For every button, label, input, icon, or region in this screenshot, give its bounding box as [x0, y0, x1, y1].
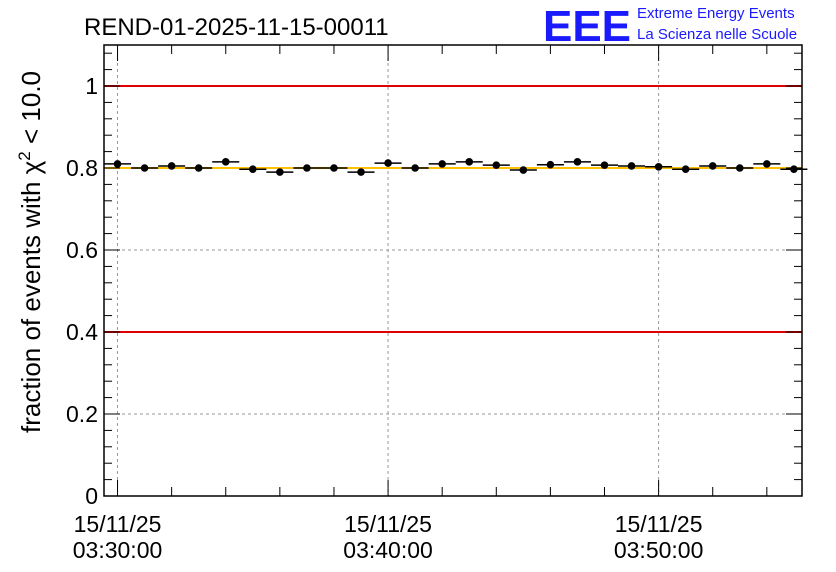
y-axis-label-tail: < 10.0: [16, 71, 46, 151]
data-point: [293, 164, 321, 172]
x-tick-label-time: 03:40:00: [343, 537, 433, 563]
y-tick-label: 0.8: [66, 155, 98, 181]
data-point: [618, 162, 646, 170]
data-point: [726, 164, 754, 172]
data-point-marker: [384, 159, 392, 167]
data-point-marker: [681, 165, 690, 174]
data-point-marker: [492, 161, 501, 169]
grid: [104, 45, 802, 496]
eee-logo: EEE Extreme Energy Events La Scienza nel…: [543, 2, 797, 51]
data-point-marker: [573, 158, 582, 166]
data-point: [590, 161, 619, 169]
data-point-marker: [357, 168, 365, 176]
data-point: [780, 165, 808, 174]
y-tick-label: 0.2: [66, 401, 98, 427]
data-point: [428, 160, 456, 168]
data-point: [320, 164, 348, 172]
data-point: [104, 160, 132, 168]
data-point-marker: [546, 160, 555, 169]
x-tick-label-date: 15/11/25: [344, 511, 432, 537]
y-axis-label: fraction of events with χ2 < 10.0: [15, 71, 46, 433]
x-tick-label-date: 15/11/25: [615, 511, 703, 537]
x-tick-label-time: 03:30:00: [73, 537, 163, 563]
data-point-marker: [330, 164, 338, 172]
x-tick-label-time: 03:50:00: [614, 537, 704, 563]
reference-lines: [104, 85, 802, 333]
data-point-marker: [763, 160, 771, 168]
data-point-marker: [167, 162, 176, 170]
data-point-marker: [519, 166, 528, 174]
data-point: [563, 158, 591, 166]
data-point-marker: [248, 165, 257, 174]
data-point: [482, 161, 510, 169]
y-tick-label: 0: [85, 483, 98, 509]
data-points: [104, 158, 808, 176]
data-point-marker: [411, 164, 419, 172]
data-point: [455, 158, 483, 166]
y-tick-label: 1: [85, 73, 98, 99]
data-point: [239, 165, 267, 174]
data-point-marker: [221, 158, 230, 166]
eee-logo-letters: EEE: [543, 2, 631, 51]
data-point: [347, 168, 375, 176]
y-axis-label-sup: 2: [15, 151, 34, 160]
data-point-marker: [303, 164, 311, 172]
y-axis-label-main: fraction of events with χ: [16, 160, 46, 433]
data-point-marker: [194, 164, 203, 172]
data-point-marker: [438, 160, 446, 168]
data-point: [374, 159, 402, 167]
data-point: [185, 164, 213, 172]
eee-logo-line1: Extreme Energy Events: [637, 5, 795, 22]
data-point: [753, 160, 781, 168]
data-point-marker: [276, 168, 284, 176]
data-point-marker: [140, 164, 149, 172]
eee-logo-line2: La Scienza nelle Scuole: [637, 26, 797, 43]
data-point-marker: [600, 161, 609, 169]
data-point: [401, 164, 429, 172]
data-point-marker: [790, 165, 798, 174]
data-point-marker: [465, 158, 474, 166]
data-point-marker: [708, 162, 717, 170]
data-point: [131, 164, 159, 172]
axes: 00.20.40.60.8115/11/2503:30:0015/11/2503…: [66, 44, 803, 563]
plot-frame: [103, 44, 803, 497]
data-point-marker: [627, 162, 636, 170]
data-point: [672, 165, 700, 174]
data-point-marker: [654, 162, 663, 171]
y-tick-label: 0.6: [66, 237, 98, 263]
x-tick-label-date: 15/11/25: [74, 511, 162, 537]
data-point-marker: [735, 164, 744, 172]
y-tick-label: 0.4: [66, 319, 98, 345]
run-title: REND-01-2025-11-15-00011: [84, 14, 389, 41]
data-point: [509, 166, 537, 174]
data-point-marker: [113, 160, 122, 168]
data-point: [645, 162, 673, 171]
data-point: [158, 162, 186, 170]
data-point: [536, 160, 564, 169]
data-point: [699, 162, 727, 170]
data-point: [266, 168, 294, 176]
data-point: [212, 158, 240, 166]
